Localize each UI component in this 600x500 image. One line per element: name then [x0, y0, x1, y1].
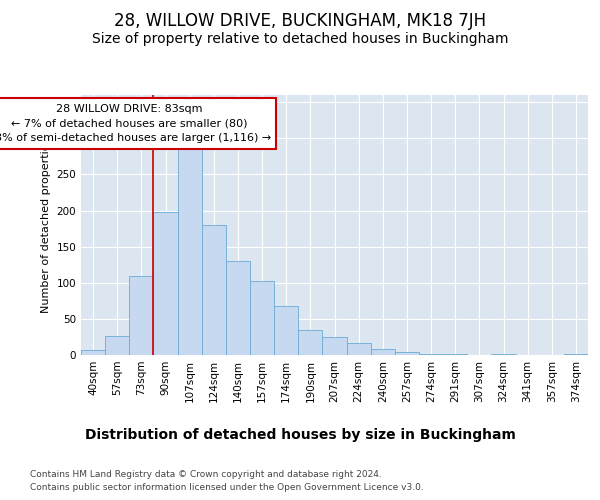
Bar: [202, 225, 226, 355]
Bar: [395, 352, 419, 355]
Text: 28, WILLOW DRIVE, BUCKINGHAM, MK18 7JH: 28, WILLOW DRIVE, BUCKINGHAM, MK18 7JH: [114, 12, 486, 30]
Text: Size of property relative to detached houses in Buckingham: Size of property relative to detached ho…: [92, 32, 508, 46]
Bar: [154, 212, 178, 355]
Bar: [298, 330, 322, 355]
Text: Contains HM Land Registry data © Crown copyright and database right 2024.: Contains HM Land Registry data © Crown c…: [30, 470, 382, 479]
Bar: [105, 336, 129, 355]
Bar: [419, 354, 443, 355]
Bar: [250, 282, 274, 355]
Bar: [129, 276, 154, 355]
Bar: [564, 354, 588, 355]
Text: Contains public sector information licensed under the Open Government Licence v3: Contains public sector information licen…: [30, 482, 424, 492]
Bar: [274, 306, 298, 355]
Bar: [81, 350, 105, 355]
Bar: [443, 354, 467, 355]
Bar: [371, 349, 395, 355]
Bar: [491, 354, 515, 355]
Bar: [322, 337, 347, 355]
Bar: [178, 144, 202, 355]
Text: Distribution of detached houses by size in Buckingham: Distribution of detached houses by size …: [85, 428, 515, 442]
Bar: [347, 342, 371, 355]
Text: 28 WILLOW DRIVE: 83sqm
← 7% of detached houses are smaller (80)
93% of semi-deta: 28 WILLOW DRIVE: 83sqm ← 7% of detached …: [0, 104, 271, 144]
Y-axis label: Number of detached properties: Number of detached properties: [41, 138, 51, 312]
Bar: [226, 261, 250, 355]
